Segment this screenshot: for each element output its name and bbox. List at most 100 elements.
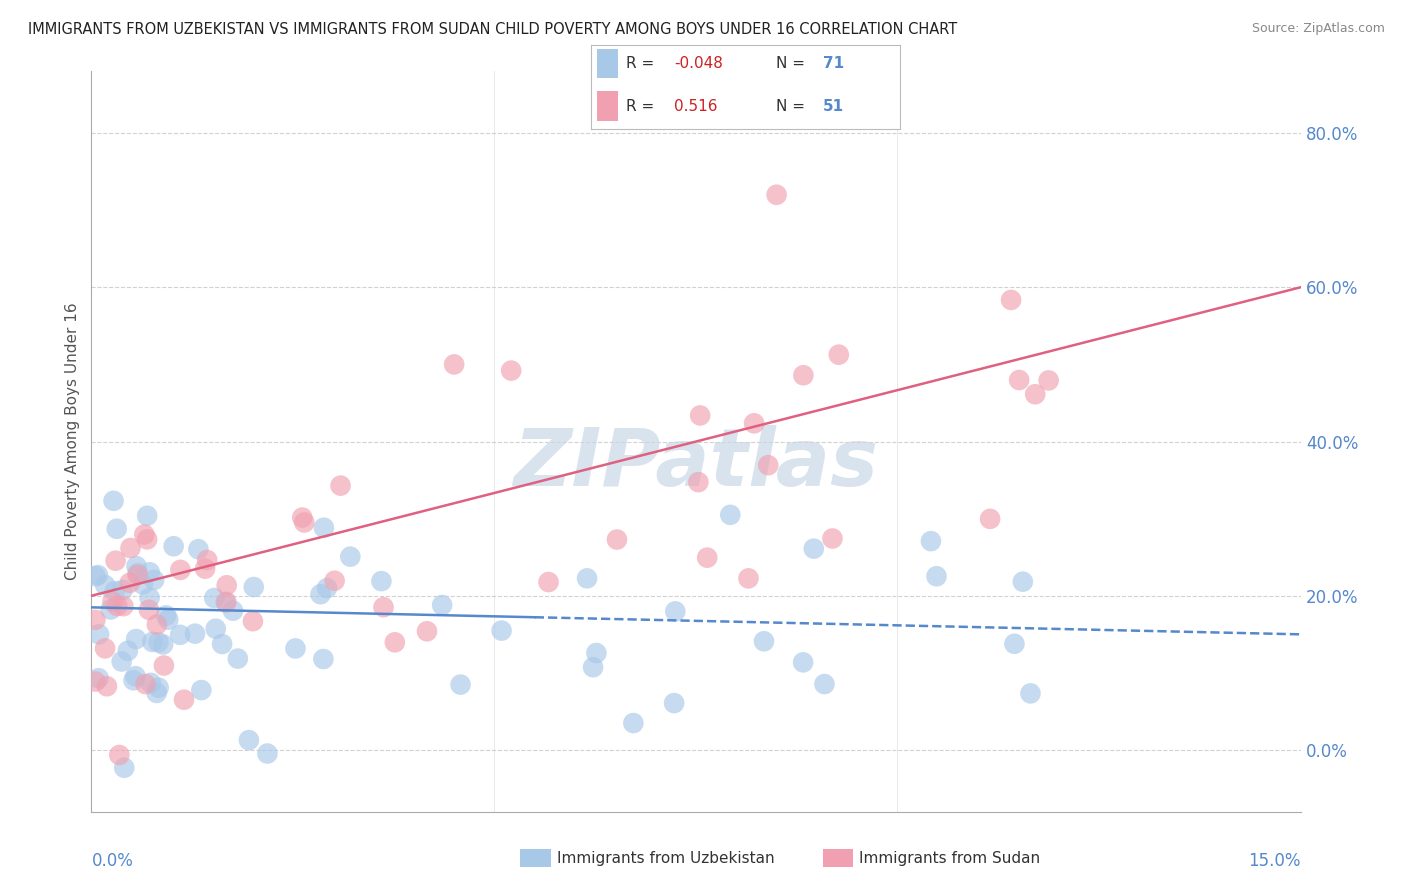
Point xyxy=(127,568,149,582)
Point xyxy=(105,599,128,613)
Text: N =: N = xyxy=(776,56,806,71)
Point xyxy=(84,674,107,689)
Point xyxy=(925,569,948,583)
Point xyxy=(117,644,139,658)
Point xyxy=(752,634,775,648)
Point xyxy=(329,478,352,492)
Point xyxy=(792,368,814,383)
Point xyxy=(756,458,779,473)
Point xyxy=(309,587,332,601)
Point xyxy=(194,561,217,575)
Point xyxy=(1019,686,1042,700)
Point xyxy=(111,655,134,669)
Y-axis label: Child Poverty Among Boys Under 16: Child Poverty Among Boys Under 16 xyxy=(65,302,80,581)
Point xyxy=(238,733,260,747)
Point xyxy=(173,692,195,706)
Point xyxy=(689,409,711,423)
Point xyxy=(662,696,685,710)
Point xyxy=(312,652,335,666)
Point xyxy=(190,683,212,698)
FancyBboxPatch shape xyxy=(596,91,619,120)
Point xyxy=(84,613,107,627)
Point xyxy=(146,617,169,632)
Point xyxy=(169,628,191,642)
Point xyxy=(204,622,226,636)
Point xyxy=(222,604,245,618)
Point xyxy=(101,594,124,608)
Point xyxy=(104,554,127,568)
Point xyxy=(501,363,523,377)
Point xyxy=(813,677,835,691)
FancyBboxPatch shape xyxy=(596,49,619,78)
Point xyxy=(87,627,110,641)
Point xyxy=(664,604,686,618)
Text: IMMIGRANTS FROM UZBEKISTAN VS IMMIGRANTS FROM SUDAN CHILD POVERTY AMONG BOYS UND: IMMIGRANTS FROM UZBEKISTAN VS IMMIGRANTS… xyxy=(28,22,957,37)
Point xyxy=(127,566,149,581)
Text: Immigrants from Sudan: Immigrants from Sudan xyxy=(859,851,1040,865)
Point xyxy=(169,563,191,577)
Point xyxy=(125,559,148,574)
Point xyxy=(134,677,156,691)
Point xyxy=(323,574,346,588)
Text: R =: R = xyxy=(626,56,654,71)
Point xyxy=(103,493,125,508)
Point xyxy=(292,516,315,530)
Point xyxy=(688,475,710,489)
Point xyxy=(96,679,118,693)
Point xyxy=(696,550,718,565)
Point xyxy=(124,669,146,683)
Point xyxy=(87,568,110,582)
Point xyxy=(136,533,159,547)
Point xyxy=(585,646,607,660)
Point xyxy=(112,599,135,614)
Point xyxy=(162,539,184,553)
Point xyxy=(312,521,335,535)
Point xyxy=(105,522,128,536)
Point xyxy=(112,761,135,775)
Text: 0.516: 0.516 xyxy=(673,98,717,113)
Point xyxy=(195,553,218,567)
Point xyxy=(138,603,160,617)
Text: 51: 51 xyxy=(823,98,844,113)
Point xyxy=(339,549,361,564)
Point xyxy=(242,580,264,594)
Point xyxy=(606,533,628,547)
Text: N =: N = xyxy=(776,98,806,113)
Point xyxy=(148,635,170,649)
Point xyxy=(120,541,142,555)
Point xyxy=(284,641,307,656)
Point xyxy=(152,638,174,652)
Point xyxy=(792,656,814,670)
Text: 15.0%: 15.0% xyxy=(1249,853,1301,871)
Point xyxy=(215,595,238,609)
Point xyxy=(828,348,851,362)
Point xyxy=(821,532,844,546)
Text: Immigrants from Uzbekistan: Immigrants from Uzbekistan xyxy=(557,851,775,865)
Point xyxy=(742,417,765,431)
Point xyxy=(316,581,339,595)
Point xyxy=(111,582,134,597)
Point xyxy=(134,527,156,541)
Point xyxy=(122,673,145,688)
Point xyxy=(157,613,180,627)
Point xyxy=(226,651,249,665)
Point xyxy=(256,747,278,761)
Point xyxy=(84,569,107,583)
Point xyxy=(537,575,560,590)
Point xyxy=(1000,293,1022,307)
Point xyxy=(384,635,406,649)
Point xyxy=(291,510,314,524)
Point xyxy=(100,602,122,616)
Point xyxy=(373,600,395,615)
Point xyxy=(737,571,759,585)
Point xyxy=(145,686,167,700)
Point xyxy=(187,542,209,557)
Point xyxy=(155,608,177,623)
Point xyxy=(979,512,1001,526)
Point xyxy=(1002,637,1025,651)
Point xyxy=(104,584,127,599)
Text: 0.0%: 0.0% xyxy=(91,853,134,871)
Point xyxy=(430,598,453,612)
Text: 71: 71 xyxy=(823,56,844,71)
Text: Source: ZipAtlas.com: Source: ZipAtlas.com xyxy=(1251,22,1385,36)
